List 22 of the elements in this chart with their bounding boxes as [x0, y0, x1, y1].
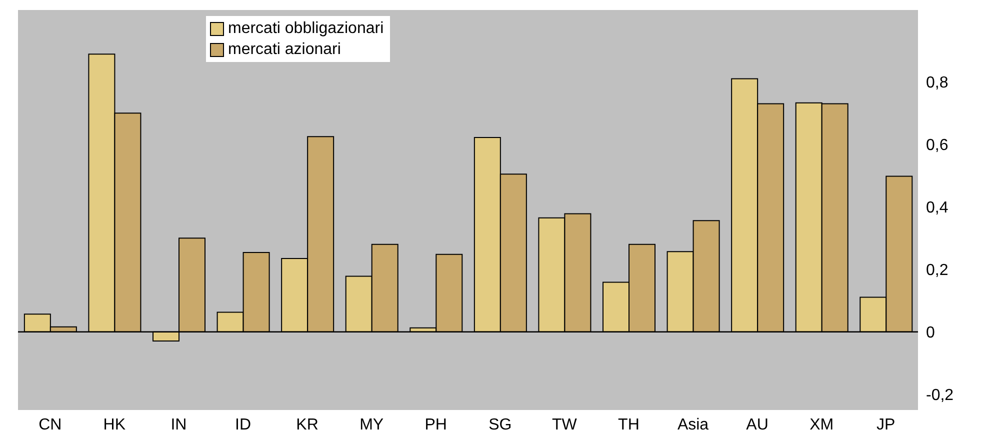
x-tick-label: AU: [746, 416, 768, 434]
x-tick-label: IN: [170, 416, 187, 434]
x-tick-label: CN: [38, 416, 62, 434]
x-tick-label: KR: [296, 416, 318, 434]
x-tick-label: SG: [488, 416, 512, 434]
y-tick-label: 0: [926, 324, 935, 342]
legend-label: mercati obbligazionari: [228, 19, 384, 39]
x-tick-label: ID: [235, 416, 251, 434]
x-tick-label: PH: [424, 416, 447, 434]
x-tick-label: TW: [552, 416, 578, 434]
x-tick-label: MY: [360, 416, 384, 434]
y-tick-label: 0,8: [926, 74, 948, 92]
y-tick-label: 0,2: [926, 262, 948, 280]
legend-label: mercati azionari: [228, 40, 341, 60]
x-tick-label: TH: [618, 416, 640, 434]
x-tick-label: Asia: [677, 416, 709, 434]
x-tick-label: JP: [876, 416, 896, 434]
x-tick-label: HK: [103, 416, 126, 434]
x-tick-label: XM: [810, 416, 834, 434]
y-tick-label: 0,6: [926, 137, 948, 154]
y-tick-label: 0,4: [926, 200, 948, 217]
y-tick-label: -0,2: [926, 387, 954, 404]
